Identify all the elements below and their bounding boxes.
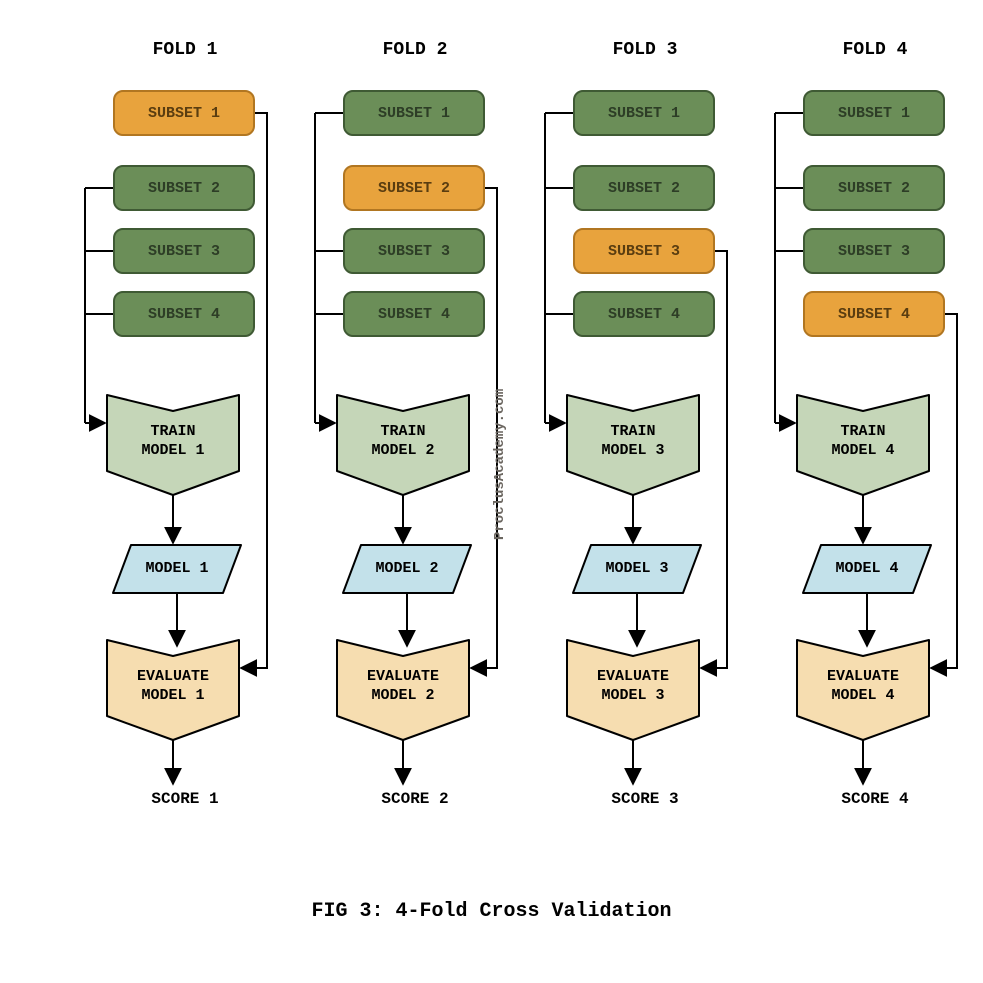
subset-box-train: SUBSET 2 bbox=[113, 165, 255, 211]
score-label: SCORE 3 bbox=[555, 790, 735, 808]
subset-box-train: SUBSET 4 bbox=[343, 291, 485, 337]
model-shape bbox=[573, 545, 701, 593]
subset-box-train: SUBSET 1 bbox=[343, 90, 485, 136]
fold-title: FOLD 2 bbox=[325, 40, 505, 60]
train-shape bbox=[107, 395, 239, 495]
subset-box-train: SUBSET 4 bbox=[573, 291, 715, 337]
fold-title: FOLD 3 bbox=[555, 40, 735, 60]
figure-caption: FIG 3: 4-Fold Cross Validation bbox=[0, 900, 983, 923]
score-label: SCORE 4 bbox=[785, 790, 965, 808]
model-shape bbox=[113, 545, 241, 593]
subset-box-train: SUBSET 4 bbox=[113, 291, 255, 337]
subset-box-train: SUBSET 3 bbox=[803, 228, 945, 274]
fold-title: FOLD 4 bbox=[785, 40, 965, 60]
subset-box-test: SUBSET 2 bbox=[343, 165, 485, 211]
evaluate-shape bbox=[107, 640, 239, 740]
watermark: ProclusAcademy.com bbox=[492, 389, 508, 540]
subset-box-train: SUBSET 3 bbox=[343, 228, 485, 274]
subset-box-test: SUBSET 4 bbox=[803, 291, 945, 337]
subset-box-train: SUBSET 1 bbox=[573, 90, 715, 136]
evaluate-shape bbox=[797, 640, 929, 740]
model-shape bbox=[343, 545, 471, 593]
subset-box-train: SUBSET 2 bbox=[803, 165, 945, 211]
subset-box-train: SUBSET 2 bbox=[573, 165, 715, 211]
evaluate-shape bbox=[567, 640, 699, 740]
diagram-canvas: FOLD 1SUBSET 1SUBSET 2SUBSET 3SUBSET 4TR… bbox=[0, 0, 983, 983]
score-label: SCORE 1 bbox=[95, 790, 275, 808]
model-shape bbox=[803, 545, 931, 593]
fold-title: FOLD 1 bbox=[95, 40, 275, 60]
subset-box-test: SUBSET 3 bbox=[573, 228, 715, 274]
evaluate-shape bbox=[337, 640, 469, 740]
train-shape bbox=[567, 395, 699, 495]
subset-box-test: SUBSET 1 bbox=[113, 90, 255, 136]
train-shape bbox=[337, 395, 469, 495]
subset-box-train: SUBSET 3 bbox=[113, 228, 255, 274]
subset-box-train: SUBSET 1 bbox=[803, 90, 945, 136]
score-label: SCORE 2 bbox=[325, 790, 505, 808]
train-shape bbox=[797, 395, 929, 495]
